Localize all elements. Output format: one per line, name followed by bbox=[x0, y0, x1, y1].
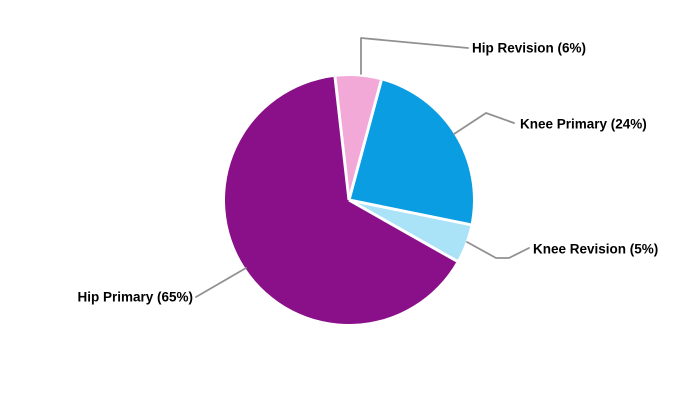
slice-separator bbox=[348, 198, 458, 263]
pie-slices bbox=[224, 76, 473, 325]
callout-hip-revision: Hip Revision (6%) bbox=[472, 40, 587, 56]
callout-knee-primary: Knee Primary (24%) bbox=[520, 116, 647, 132]
callout-knee-revision: Knee Revision (5%) bbox=[533, 241, 659, 257]
slice-separator bbox=[348, 198, 471, 227]
callout-hip-primary: Hip Primary (65%) bbox=[77, 289, 193, 305]
pie-slice-knee-primary bbox=[349, 80, 473, 225]
leader-line-knee-primary bbox=[453, 112, 515, 135]
leader-line-hip-primary bbox=[195, 267, 247, 298]
leader-line-knee-revision bbox=[466, 241, 530, 259]
pie-slice-knee-revision bbox=[349, 200, 471, 262]
slice-separator bbox=[333, 76, 351, 201]
leader-line-hip-revision bbox=[360, 37, 469, 75]
slice-separators bbox=[333, 76, 471, 263]
leader-lines bbox=[195, 37, 530, 298]
slice-separator bbox=[347, 79, 383, 201]
pie-slice-hip-primary bbox=[224, 76, 457, 325]
